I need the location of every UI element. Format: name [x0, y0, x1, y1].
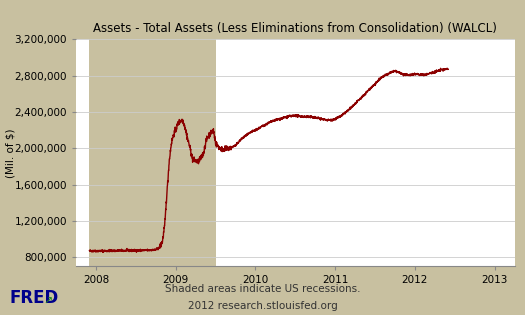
Bar [89, 39, 216, 266]
Text: ↗: ↗ [43, 297, 53, 307]
Title: Assets - Total Assets (Less Eliminations from Consolidation) (WALCL): Assets - Total Assets (Less Eliminations… [93, 22, 497, 35]
Text: FRED: FRED [9, 289, 59, 307]
Y-axis label: (Mil. of $): (Mil. of $) [5, 128, 15, 178]
Text: 2012 research.stlouisfed.org: 2012 research.stlouisfed.org [187, 301, 338, 311]
Text: Shaded areas indicate US recessions.: Shaded areas indicate US recessions. [165, 284, 360, 294]
